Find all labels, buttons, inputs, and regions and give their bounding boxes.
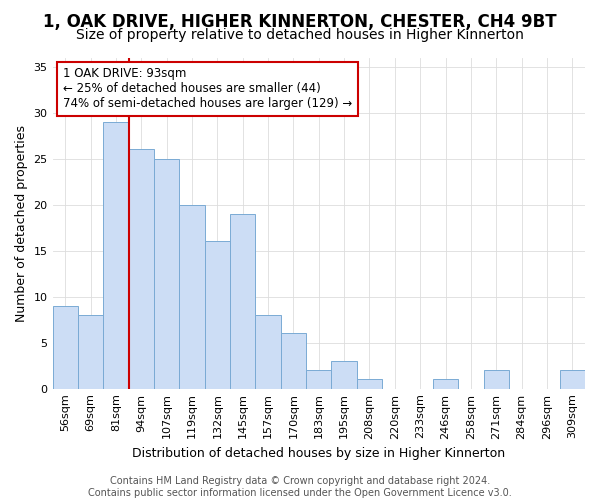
Bar [53, 306, 78, 388]
Bar [484, 370, 509, 388]
Bar [205, 242, 230, 388]
Bar [154, 158, 179, 388]
Text: Contains HM Land Registry data © Crown copyright and database right 2024.
Contai: Contains HM Land Registry data © Crown c… [88, 476, 512, 498]
Bar [306, 370, 331, 388]
Bar [433, 380, 458, 388]
Text: 1, OAK DRIVE, HIGHER KINNERTON, CHESTER, CH4 9BT: 1, OAK DRIVE, HIGHER KINNERTON, CHESTER,… [43, 12, 557, 30]
Bar [230, 214, 256, 388]
Bar [128, 150, 154, 388]
Bar [281, 334, 306, 388]
Text: 1 OAK DRIVE: 93sqm
← 25% of detached houses are smaller (44)
74% of semi-detache: 1 OAK DRIVE: 93sqm ← 25% of detached hou… [63, 68, 352, 110]
Bar [179, 204, 205, 388]
Bar [331, 361, 357, 388]
Bar [78, 315, 103, 388]
Bar [357, 380, 382, 388]
Bar [256, 315, 281, 388]
X-axis label: Distribution of detached houses by size in Higher Kinnerton: Distribution of detached houses by size … [132, 447, 505, 460]
Bar [103, 122, 128, 388]
Bar [560, 370, 585, 388]
Text: Size of property relative to detached houses in Higher Kinnerton: Size of property relative to detached ho… [76, 28, 524, 42]
Y-axis label: Number of detached properties: Number of detached properties [15, 124, 28, 322]
